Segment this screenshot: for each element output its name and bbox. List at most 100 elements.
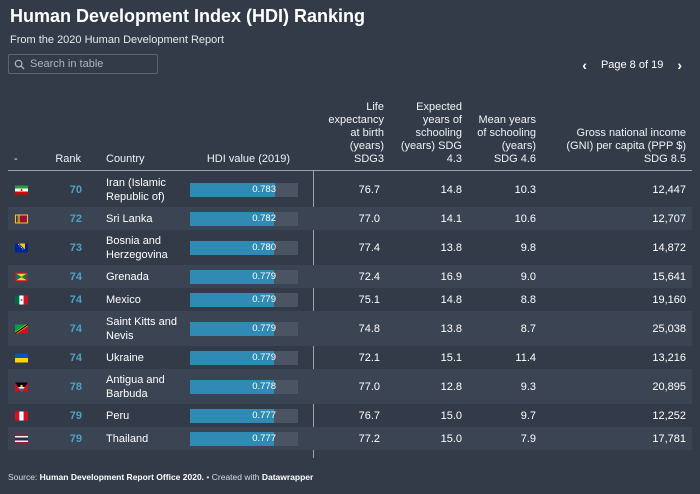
hdi-bar-fill	[190, 408, 274, 423]
country-cell: Grenada	[106, 270, 149, 283]
life-expectancy-cell: 75.1	[358, 293, 380, 306]
hdi-bar: 0.778	[190, 379, 298, 394]
search-icon	[14, 59, 25, 70]
created-prefix: • Created with	[204, 472, 262, 482]
hdi-bar-fill	[190, 269, 275, 284]
life-expectancy-cell: 77.0	[358, 380, 380, 393]
hdi-value: 0.778	[252, 380, 276, 392]
country-cell: Ukraine	[106, 351, 144, 364]
mean-schooling-cell: 10.3	[514, 183, 536, 196]
rank-cell: 79	[69, 432, 82, 445]
pagination: ‹ Page 8 of 19 ›	[578, 57, 686, 73]
hdi-bar: 0.779	[190, 321, 298, 336]
column-header-hdi[interactable]: HDI value (2019)	[206, 153, 290, 165]
mean-schooling-cell: 11.4	[515, 351, 536, 364]
column-header-expected-schooling[interactable]: Expected years of schooling (years) SDG …	[400, 101, 462, 165]
hdi-bar-fill	[190, 182, 275, 197]
expected-schooling-cell: 12.8	[440, 380, 462, 393]
chevron-left-icon[interactable]: ‹	[582, 57, 587, 73]
rank-cell: 70	[69, 183, 82, 196]
country-cell: Thailand	[106, 432, 149, 445]
table-row: 74 Mexico 0.779 75.1 14.8 8.8 19,160	[8, 288, 692, 311]
life-expectancy-cell: 76.7	[358, 183, 380, 196]
hdi-bar-fill	[190, 379, 275, 394]
search-box[interactable]	[8, 54, 158, 74]
gni-cell: 12,707	[652, 212, 686, 225]
peru-flag-icon	[15, 411, 28, 420]
antigua-flag-icon	[15, 382, 28, 391]
table-row: 73 Bosnia and Herzegovina 0.780 77.4 13.…	[8, 230, 692, 265]
source-link[interactable]: Human Development Report Office 2020.	[39, 472, 205, 482]
page-indicator: Page 8 of 19	[600, 59, 664, 71]
source-prefix: Source:	[8, 472, 40, 482]
table-row: 74 Ukraine 0.779 72.1 15.1 11.4 13,216	[8, 346, 692, 369]
hdi-value: 0.779	[252, 351, 276, 363]
hdi-value: 0.782	[252, 212, 276, 224]
expected-schooling-cell: 14.8	[440, 183, 462, 196]
hdi-bar: 0.779	[190, 350, 298, 365]
table-row: 79 Peru 0.777 76.7 15.0 9.7 12,252	[8, 404, 692, 427]
column-header-mean-schooling[interactable]: Mean years of schooling (years) SDG 4.6	[477, 114, 536, 165]
rank-cell: 72	[69, 212, 82, 225]
table-row: 74 Grenada 0.779 72.4 16.9 9.0 15,641	[8, 265, 692, 288]
life-expectancy-cell: 74.8	[358, 322, 380, 335]
hdi-bar-fill	[190, 240, 275, 255]
mean-schooling-cell: 10.6	[514, 212, 536, 225]
expected-schooling-cell: 14.1	[440, 212, 462, 225]
life-expectancy-cell: 77.0	[358, 212, 380, 225]
hdi-bar: 0.779	[190, 269, 298, 284]
table-header: - Rank Country HDI value (2019) Life exp…	[0, 96, 700, 168]
hdi-value: 0.779	[252, 322, 276, 334]
grenada-flag-icon	[15, 272, 28, 281]
table-body: 70 Iran (Islamic Republic of) 0.783 76.7…	[8, 172, 692, 450]
thailand-flag-icon	[15, 434, 28, 443]
life-expectancy-cell: 76.7	[358, 409, 380, 422]
hdi-bar: 0.777	[190, 431, 298, 446]
column-header-flag[interactable]: -	[14, 153, 18, 165]
hdi-bar-fill	[190, 292, 275, 307]
mean-schooling-cell: 8.7	[520, 322, 536, 335]
table-row: 72 Sri Lanka 0.782 77.0 14.1 10.6 12,707	[8, 207, 692, 230]
hdi-value: 0.779	[252, 270, 276, 282]
rank-cell: 74	[69, 322, 82, 335]
expected-schooling-cell: 15.0	[440, 432, 462, 445]
column-header-life-expectancy[interactable]: Life expectancy at birth (years) SDG3	[328, 101, 384, 165]
rank-cell: 78	[69, 380, 82, 393]
column-header-gni[interactable]: Gross national income (GNI) per capita (…	[566, 127, 686, 165]
gni-cell: 15,641	[652, 270, 686, 283]
hdi-value: 0.780	[252, 241, 276, 253]
rank-cell: 74	[69, 270, 82, 283]
gni-cell: 25,038	[652, 322, 686, 335]
mexico-flag-icon	[15, 295, 28, 304]
hdi-bar-fill	[190, 321, 275, 336]
life-expectancy-cell: 72.1	[358, 351, 380, 364]
life-expectancy-cell: 72.4	[358, 270, 380, 283]
expected-schooling-cell: 16.9	[440, 270, 462, 283]
header-divider	[8, 170, 692, 171]
country-cell: Bosnia and Herzegovina	[106, 234, 168, 261]
country-cell: Sri Lanka	[106, 212, 153, 225]
hdi-bar: 0.777	[190, 408, 298, 423]
column-header-rank[interactable]: Rank	[55, 153, 81, 165]
chevron-right-icon[interactable]: ›	[677, 57, 682, 73]
column-header-country[interactable]: Country	[106, 153, 145, 165]
search-input[interactable]	[25, 58, 150, 70]
expected-schooling-cell: 13.8	[440, 322, 462, 335]
life-expectancy-cell: 77.4	[358, 241, 380, 254]
table-row: 79 Thailand 0.777 77.2 15.0 7.9 17,781	[8, 427, 692, 450]
hdi-bar-fill	[190, 350, 275, 365]
datawrapper-link[interactable]: Datawrapper	[261, 472, 314, 482]
mean-schooling-cell: 8.8	[520, 293, 536, 306]
mean-schooling-cell: 9.8	[520, 241, 536, 254]
mean-schooling-cell: 9.3	[520, 380, 536, 393]
hdi-bar: 0.782	[190, 211, 298, 226]
hdi-bar-fill	[190, 211, 275, 226]
gni-cell: 19,160	[652, 293, 686, 306]
saint-kitts-flag-icon	[15, 324, 28, 333]
expected-schooling-cell: 14.8	[440, 293, 462, 306]
country-cell: Antigua and Barbuda	[106, 373, 165, 400]
mean-schooling-cell: 9.0	[520, 270, 536, 283]
rank-cell: 73	[69, 241, 82, 254]
page-title: Human Development Index (HDI) Ranking	[10, 6, 366, 26]
hdi-value: 0.779	[252, 293, 276, 305]
